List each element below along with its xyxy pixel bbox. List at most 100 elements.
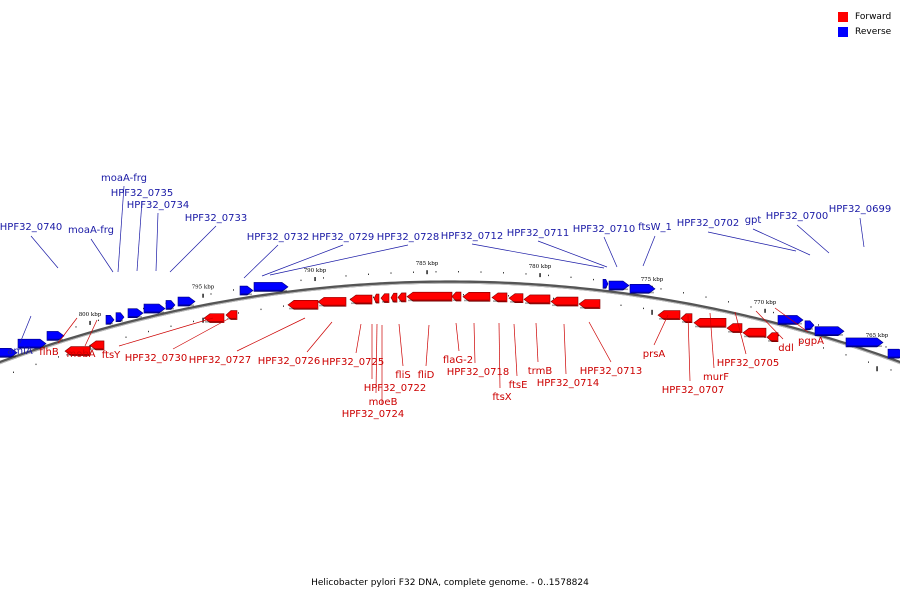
forward-gene-arrow[interactable] <box>287 300 319 310</box>
gene-label[interactable]: HPF32_0740 <box>0 222 62 233</box>
gene-label[interactable]: murF <box>703 372 729 383</box>
gene-label[interactable]: HPF32_0724 <box>342 409 404 420</box>
reverse-gene-arrow[interactable] <box>253 282 289 292</box>
reverse-gene-arrow[interactable] <box>17 338 47 349</box>
forward-gene-arrow[interactable] <box>657 310 681 320</box>
reverse-gene-arrow[interactable] <box>814 326 845 337</box>
minor-dot <box>620 304 622 306</box>
forward-gene-arrow[interactable] <box>225 310 238 320</box>
forward-gene-arrow[interactable] <box>523 294 551 305</box>
forward-gene-arrow[interactable] <box>766 332 779 343</box>
gene-label[interactable]: HPF32_0726 <box>258 356 320 367</box>
forward-gene-arrow[interactable] <box>349 294 373 305</box>
gene-label[interactable]: HPF32_0705 <box>717 358 779 369</box>
reverse-gene-arrow[interactable] <box>629 284 656 294</box>
gene-label[interactable]: HPF32_0735 <box>111 188 173 199</box>
gene-label[interactable]: fliD <box>418 370 435 381</box>
gene-label[interactable]: HPF32_0734 <box>127 200 189 211</box>
gene-label[interactable]: moaA-frg <box>101 173 147 184</box>
forward-gene-arrow[interactable] <box>397 292 407 303</box>
tick-label: 795 kbp <box>192 285 215 291</box>
reverse-gene-arrow[interactable] <box>143 303 166 314</box>
gene-label[interactable]: HPF32_0730 <box>125 353 187 364</box>
gene-label[interactable]: pgpA <box>798 336 824 347</box>
gene-label[interactable]: HPF32_0733 <box>185 213 247 224</box>
reverse-gene-arrow[interactable] <box>105 315 115 325</box>
gene-label[interactable]: HPF32_0712 <box>441 231 503 242</box>
reverse-gene-arrow[interactable] <box>115 312 125 322</box>
reverse-gene-arrow[interactable] <box>777 315 804 325</box>
forward-gene-arrow[interactable] <box>578 299 601 309</box>
gene-label[interactable]: HPF32_0714 <box>537 378 599 389</box>
gene-label[interactable]: ftsE <box>509 380 528 391</box>
forward-gene-arrow[interactable] <box>491 292 508 303</box>
gene-label[interactable]: HPF32_0699 <box>829 204 891 215</box>
gene-label[interactable]: moeB <box>369 397 398 408</box>
gene-label[interactable]: HPF32_0711 <box>507 228 569 239</box>
forward-gene-arrow[interactable] <box>203 313 225 323</box>
forward-gene-arrow[interactable] <box>390 292 398 303</box>
forward-gene-arrow[interactable] <box>317 297 347 307</box>
reverse-gene-arrow[interactable] <box>165 300 176 310</box>
reverse-gene-arrow[interactable] <box>845 337 884 348</box>
forward-gene-arrow[interactable] <box>373 293 380 304</box>
tick-label: 790 kbp <box>304 268 327 274</box>
gene-label[interactable]: HPF32_0707 <box>662 385 724 396</box>
gene-label[interactable]: ftsY <box>102 350 121 361</box>
reverse-gene-arrow[interactable] <box>177 296 196 307</box>
forward-gene-arrow[interactable] <box>693 318 727 328</box>
gene-label[interactable]: HPF32_0702 <box>677 218 739 229</box>
gene-label[interactable]: HPF32_0713 <box>580 366 642 377</box>
gene-label[interactable]: HPF32_0722 <box>364 383 426 394</box>
leader-line <box>707 231 797 252</box>
gene-label[interactable]: HPF32_0729 <box>312 232 374 243</box>
forward-gene-arrow[interactable] <box>451 291 462 302</box>
gene-label[interactable]: amiA <box>7 346 33 357</box>
minor-dot <box>643 307 644 310</box>
forward-gene-arrow[interactable] <box>64 346 91 356</box>
forward-gene-arrow[interactable] <box>550 296 579 307</box>
forward-gene-arrow[interactable] <box>89 340 105 351</box>
gene-label[interactable]: gpt <box>745 215 762 226</box>
reverse-gene-arrow[interactable] <box>887 348 900 359</box>
reverse-gene-arrow[interactable] <box>46 331 65 341</box>
minor-dot <box>890 369 892 371</box>
reverse-gene-arrow[interactable] <box>602 279 609 289</box>
forward-gene-arrow[interactable] <box>462 291 491 302</box>
gene-label[interactable]: HPF32_0700 <box>766 211 828 222</box>
gene-label[interactable]: HPF32_0725 <box>322 357 384 368</box>
gene-label[interactable]: HPF32_0732 <box>247 232 309 243</box>
leader-line <box>774 307 809 333</box>
reverse-gene-arrow[interactable] <box>0 348 18 358</box>
forward-gene-arrow[interactable] <box>680 313 693 324</box>
reverse-swatch <box>838 26 848 37</box>
forward-gene-arrow[interactable] <box>406 291 453 302</box>
gene-label[interactable]: ddl <box>778 343 793 354</box>
gene-label[interactable]: moaA-frg <box>68 225 114 236</box>
gene-label[interactable]: ftsW_1 <box>638 222 672 233</box>
leader-line <box>687 314 691 382</box>
gene-label[interactable]: mobA <box>66 349 95 360</box>
gene-label[interactable]: flhB <box>39 347 59 358</box>
gene-label[interactable]: HPF32_0710 <box>573 224 635 235</box>
forward-gene-arrow[interactable] <box>380 293 390 303</box>
reverse-gene-arrow[interactable] <box>804 320 815 331</box>
gene-label[interactable]: HPF32_0728 <box>377 232 439 243</box>
gene-label[interactable]: flaG-2 <box>443 355 473 366</box>
leader-line <box>563 323 567 375</box>
leader-line <box>709 312 715 369</box>
reverse-gene-arrow[interactable] <box>127 308 144 318</box>
reverse-gene-arrow[interactable] <box>608 280 630 291</box>
gene-label[interactable]: trmB <box>528 366 553 377</box>
gene-label[interactable]: HPF32_0718 <box>447 367 509 378</box>
forward-gene-arrow[interactable] <box>742 327 767 338</box>
forward-gene-arrow[interactable] <box>508 293 524 303</box>
gene-label[interactable]: prsA <box>643 349 666 360</box>
leader-line <box>155 212 159 272</box>
gene-label[interactable]: HPF32_0727 <box>189 355 251 366</box>
reverse-gene-arrow[interactable] <box>239 285 254 296</box>
gene-label[interactable]: ftsX <box>492 392 511 403</box>
gene-label[interactable]: fliS <box>395 370 410 381</box>
minor-dot <box>593 278 594 281</box>
forward-gene-arrow[interactable] <box>726 323 743 333</box>
